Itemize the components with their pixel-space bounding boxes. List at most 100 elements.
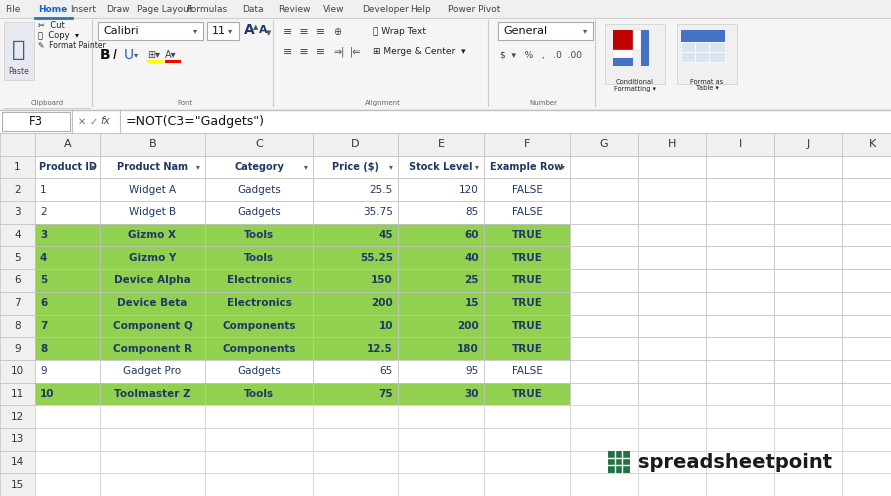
- Text: Components: Components: [222, 344, 296, 354]
- Bar: [35, 405, 100, 428]
- Bar: [313, 451, 398, 473]
- Bar: [570, 156, 638, 179]
- Bar: [613, 58, 633, 66]
- Text: Paste: Paste: [9, 66, 29, 75]
- Text: ▾: ▾: [583, 26, 587, 36]
- Text: 180: 180: [457, 344, 479, 354]
- Bar: [398, 269, 484, 292]
- Bar: [100, 224, 205, 247]
- Text: 12.5: 12.5: [367, 344, 393, 354]
- Text: 11: 11: [212, 26, 226, 36]
- Bar: [0, 133, 891, 156]
- Bar: [313, 360, 398, 382]
- Text: Electronics: Electronics: [226, 298, 291, 308]
- Bar: [638, 314, 706, 337]
- Text: 45: 45: [379, 230, 393, 240]
- Text: 15: 15: [464, 298, 479, 308]
- Bar: [706, 382, 774, 405]
- Text: Product Nam: Product Nam: [117, 162, 188, 172]
- Bar: [842, 405, 891, 428]
- Text: Gadgets: Gadgets: [237, 185, 281, 195]
- Text: 7: 7: [40, 321, 47, 331]
- Bar: [706, 247, 774, 269]
- Bar: [35, 473, 100, 496]
- Bar: [0, 292, 35, 314]
- Bar: [313, 179, 398, 201]
- Bar: [313, 473, 398, 496]
- Text: ⎘  Copy  ▾: ⎘ Copy ▾: [38, 32, 79, 41]
- Text: ≡  ≡  ≡: ≡ ≡ ≡: [283, 47, 325, 57]
- Text: ✓: ✓: [90, 117, 98, 126]
- Text: Gizmo X: Gizmo X: [128, 230, 176, 240]
- Text: File: File: [5, 5, 20, 14]
- Bar: [398, 382, 484, 405]
- Text: H: H: [668, 139, 676, 149]
- Text: Toolmaster Z: Toolmaster Z: [114, 389, 191, 399]
- Bar: [484, 314, 570, 337]
- Bar: [0, 179, 35, 201]
- Text: TRUE: TRUE: [511, 298, 543, 308]
- Text: General: General: [503, 26, 547, 36]
- Bar: [842, 133, 891, 156]
- Bar: [205, 224, 313, 247]
- Bar: [398, 473, 484, 496]
- Text: 25: 25: [464, 275, 479, 286]
- Bar: [638, 405, 706, 428]
- Text: ⤵ Wrap Text: ⤵ Wrap Text: [373, 27, 426, 37]
- Text: FALSE: FALSE: [511, 366, 543, 376]
- Bar: [313, 428, 398, 451]
- Bar: [398, 247, 484, 269]
- Bar: [681, 52, 695, 62]
- Bar: [774, 360, 842, 382]
- Text: ▲: ▲: [253, 24, 258, 30]
- Bar: [35, 201, 100, 224]
- Bar: [706, 179, 774, 201]
- Bar: [638, 451, 706, 473]
- Text: 55.25: 55.25: [360, 253, 393, 263]
- Text: Calibri: Calibri: [103, 26, 139, 36]
- Bar: [570, 133, 638, 156]
- Bar: [638, 473, 706, 496]
- Bar: [484, 201, 570, 224]
- Text: ▾: ▾: [192, 26, 197, 36]
- Bar: [484, 360, 570, 382]
- Text: 8: 8: [40, 344, 47, 354]
- Bar: [398, 156, 484, 179]
- Bar: [0, 473, 35, 496]
- Bar: [570, 269, 638, 292]
- Bar: [706, 269, 774, 292]
- Text: ▾: ▾: [228, 26, 233, 36]
- Bar: [398, 428, 484, 451]
- Bar: [706, 224, 774, 247]
- Bar: [205, 382, 313, 405]
- Bar: [709, 52, 725, 62]
- Text: ⇒|: ⇒|: [333, 47, 345, 57]
- Bar: [709, 42, 725, 52]
- Text: 6: 6: [14, 275, 20, 286]
- Text: ⊕: ⊕: [333, 27, 341, 37]
- Text: 85: 85: [466, 207, 479, 217]
- Bar: [100, 201, 205, 224]
- Bar: [0, 405, 35, 428]
- Bar: [774, 451, 842, 473]
- Bar: [608, 451, 630, 473]
- Bar: [484, 473, 570, 496]
- Text: F3: F3: [29, 115, 43, 128]
- Bar: [35, 451, 100, 473]
- Text: Tools: Tools: [244, 253, 274, 263]
- Text: G: G: [600, 139, 609, 149]
- Bar: [4, 22, 34, 80]
- Bar: [706, 156, 774, 179]
- Text: Font: Font: [177, 100, 192, 106]
- Bar: [35, 133, 100, 156]
- Text: D: D: [351, 139, 360, 149]
- Bar: [0, 133, 35, 156]
- Bar: [638, 292, 706, 314]
- Bar: [638, 156, 706, 179]
- Bar: [706, 201, 774, 224]
- Bar: [774, 405, 842, 428]
- Text: 5: 5: [14, 253, 20, 263]
- Bar: [205, 292, 313, 314]
- Bar: [774, 133, 842, 156]
- Text: Gizmo Y: Gizmo Y: [129, 253, 176, 263]
